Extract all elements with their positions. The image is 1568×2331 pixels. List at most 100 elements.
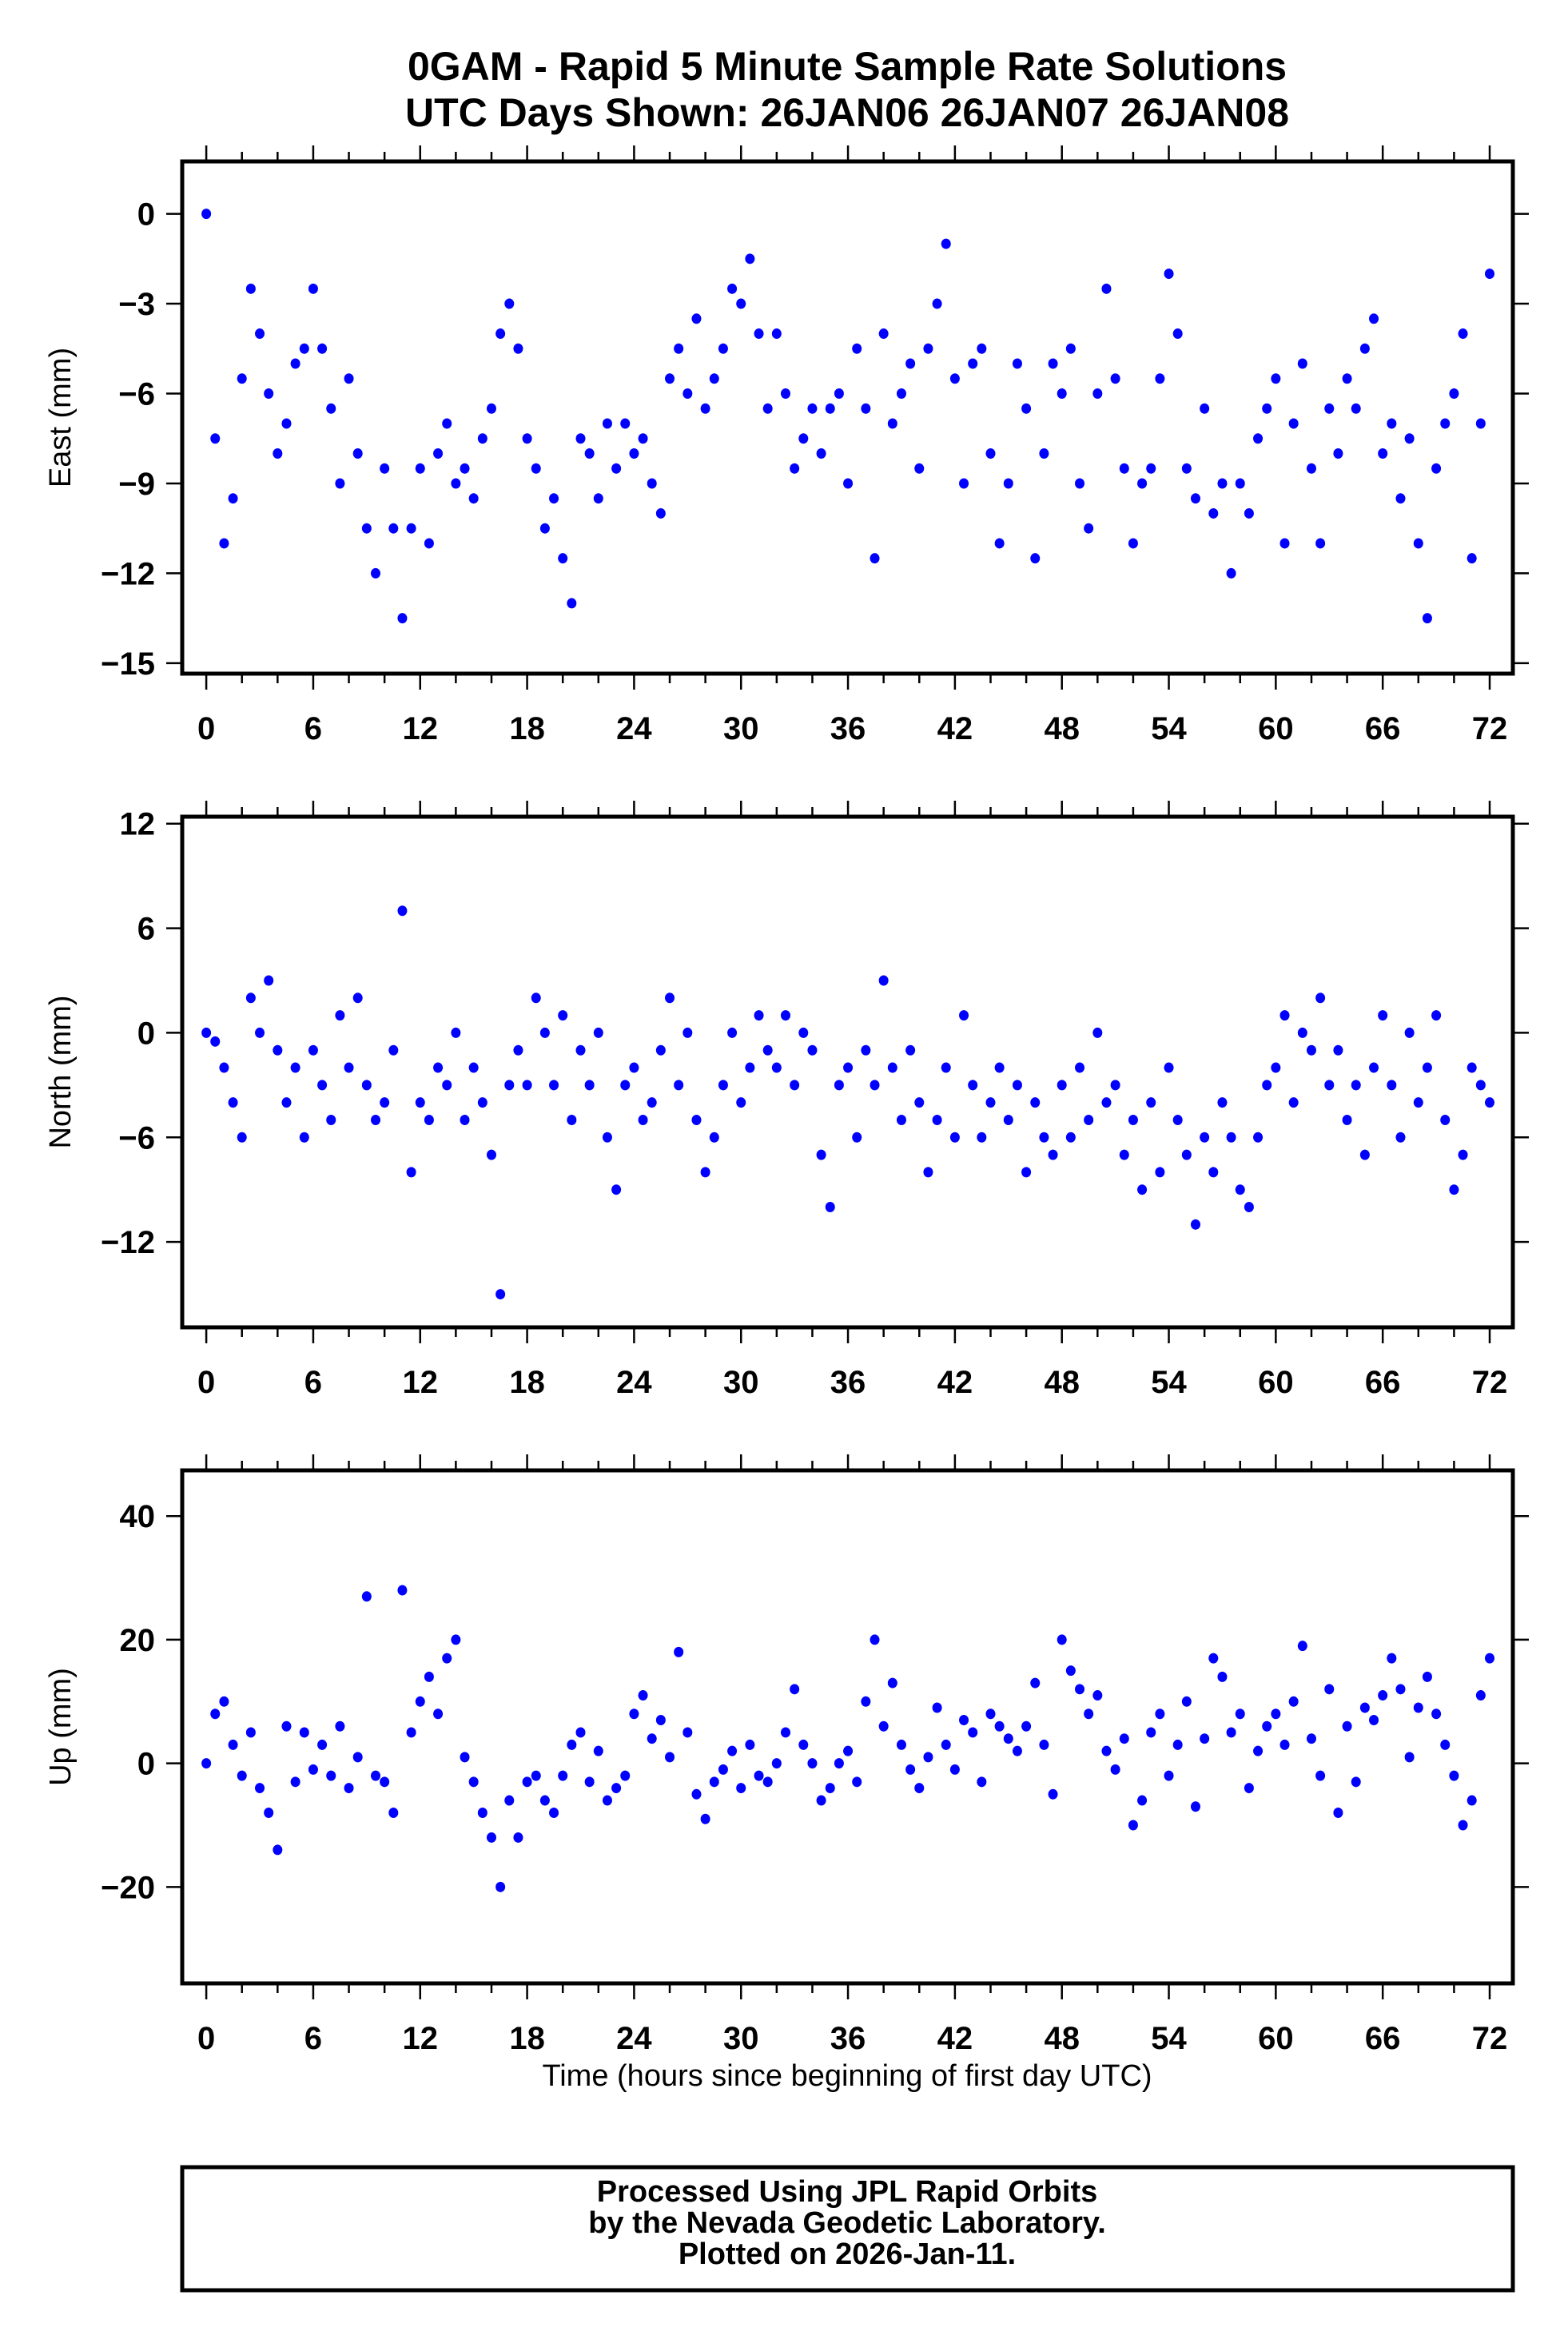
east-data-point — [1413, 538, 1423, 549]
east-data-point — [745, 253, 755, 265]
up-data-point — [460, 1752, 470, 1763]
north-data-point — [1288, 1097, 1299, 1108]
east-data-point — [406, 523, 416, 534]
north-data-point — [1146, 1097, 1156, 1108]
east-data-point — [1297, 358, 1307, 369]
up-data-point — [264, 1808, 274, 1819]
north-data-point — [567, 1114, 577, 1125]
up-data-point — [1119, 1733, 1129, 1744]
east-data-point — [674, 343, 684, 354]
east-data-point — [638, 433, 648, 444]
east-data-point — [647, 478, 657, 489]
up-data-point — [949, 1764, 960, 1775]
east-data-point — [477, 433, 488, 444]
east-data-point — [1137, 478, 1148, 489]
east-data-point — [486, 403, 496, 414]
up-data-point — [495, 1881, 506, 1892]
north-x-tick-label: 0 — [197, 1365, 215, 1400]
north-data-point — [647, 1097, 657, 1108]
up-data-point — [317, 1739, 328, 1750]
up-data-point — [237, 1770, 247, 1781]
up-data-point — [370, 1770, 380, 1781]
north-data-point — [896, 1114, 906, 1125]
north-data-point — [923, 1167, 933, 1178]
east-data-point — [1128, 538, 1138, 549]
east-data-point — [843, 478, 854, 489]
north-data-point — [1075, 1062, 1085, 1073]
north-data-point — [1048, 1149, 1058, 1160]
north-data-point — [1128, 1114, 1138, 1125]
up-data-point — [1315, 1770, 1326, 1781]
north-data-point — [1378, 1010, 1388, 1021]
up-data-point — [228, 1739, 238, 1750]
credits-line-3: Plotted on 2026-Jan-11. — [679, 2238, 1016, 2271]
east-data-point — [210, 433, 221, 444]
east-data-point — [388, 523, 399, 534]
up-data-point — [1413, 1702, 1423, 1713]
up-data-point — [442, 1653, 452, 1664]
up-data-point — [1021, 1720, 1032, 1732]
north-data-point — [1057, 1080, 1067, 1091]
north-data-point — [1244, 1202, 1254, 1213]
east-x-tick-label: 54 — [1151, 711, 1187, 746]
up-data-point — [638, 1690, 648, 1701]
north-data-point — [460, 1114, 470, 1125]
east-data-point — [1003, 478, 1013, 489]
east-data-point — [798, 433, 809, 444]
up-data-point — [1485, 1653, 1495, 1664]
north-data-point — [968, 1080, 978, 1091]
north-data-point — [620, 1080, 631, 1091]
north-data-point — [1440, 1114, 1451, 1125]
north-x-tick-label: 42 — [937, 1365, 973, 1400]
north-data-point — [852, 1132, 862, 1143]
north-data-point — [1306, 1044, 1316, 1056]
east-x-tick-label: 36 — [830, 711, 866, 746]
east-data-point — [273, 448, 283, 459]
up-data-point — [718, 1764, 728, 1775]
north-data-point — [593, 1027, 603, 1038]
east-data-point — [370, 567, 380, 579]
up-y-tick-label: 40 — [120, 1499, 156, 1534]
east-data-point — [380, 463, 390, 474]
up-data-point — [531, 1770, 541, 1781]
east-y-axis-label: East (mm) — [44, 348, 78, 487]
north-data-point — [1359, 1149, 1370, 1160]
east-x-tick-label: 66 — [1365, 711, 1401, 746]
up-y-tick-label: 20 — [120, 1623, 156, 1658]
credits-line-2: by the Nevada Geodetic Laboratory. — [588, 2206, 1106, 2240]
up-data-point — [1387, 1653, 1397, 1664]
east-data-point — [620, 418, 631, 429]
up-data-point — [575, 1727, 586, 1738]
up-data-point — [798, 1739, 809, 1750]
up-y-tick-label: −20 — [101, 1870, 155, 1905]
up-data-point — [1333, 1808, 1343, 1819]
up-data-point — [1422, 1671, 1432, 1682]
east-data-point — [1181, 463, 1192, 474]
up-data-point — [584, 1776, 595, 1788]
up-x-tick-label: 42 — [937, 2021, 973, 2056]
north-data-point — [308, 1044, 318, 1056]
east-data-point — [575, 433, 586, 444]
east-data-point — [985, 448, 996, 459]
north-data-point — [1262, 1080, 1272, 1091]
up-data-point — [558, 1770, 568, 1781]
north-data-point — [335, 1010, 345, 1021]
east-data-point — [424, 538, 434, 549]
north-data-point — [201, 1027, 212, 1038]
north-data-point — [442, 1080, 452, 1091]
north-data-point — [870, 1080, 880, 1091]
east-data-point — [281, 418, 292, 429]
east-panel: 0 6 12 18 24 30 36 42 48 54 60 66 72 0 −3 −6 −9 −12 −15 Eas… — [44, 145, 1529, 746]
east-data-point — [602, 418, 612, 429]
north-data-point — [985, 1097, 996, 1108]
north-data-point — [584, 1080, 595, 1091]
up-data-point — [201, 1758, 212, 1769]
north-data-point — [700, 1167, 710, 1178]
up-data-point — [477, 1808, 488, 1819]
up-data-point — [1226, 1727, 1236, 1738]
up-plot-frame — [180, 1468, 1515, 1986]
east-data-point — [1475, 418, 1486, 429]
up-data-point — [1137, 1795, 1148, 1806]
up-data-point — [985, 1708, 996, 1720]
up-x-tick-label: 24 — [616, 2021, 652, 2056]
